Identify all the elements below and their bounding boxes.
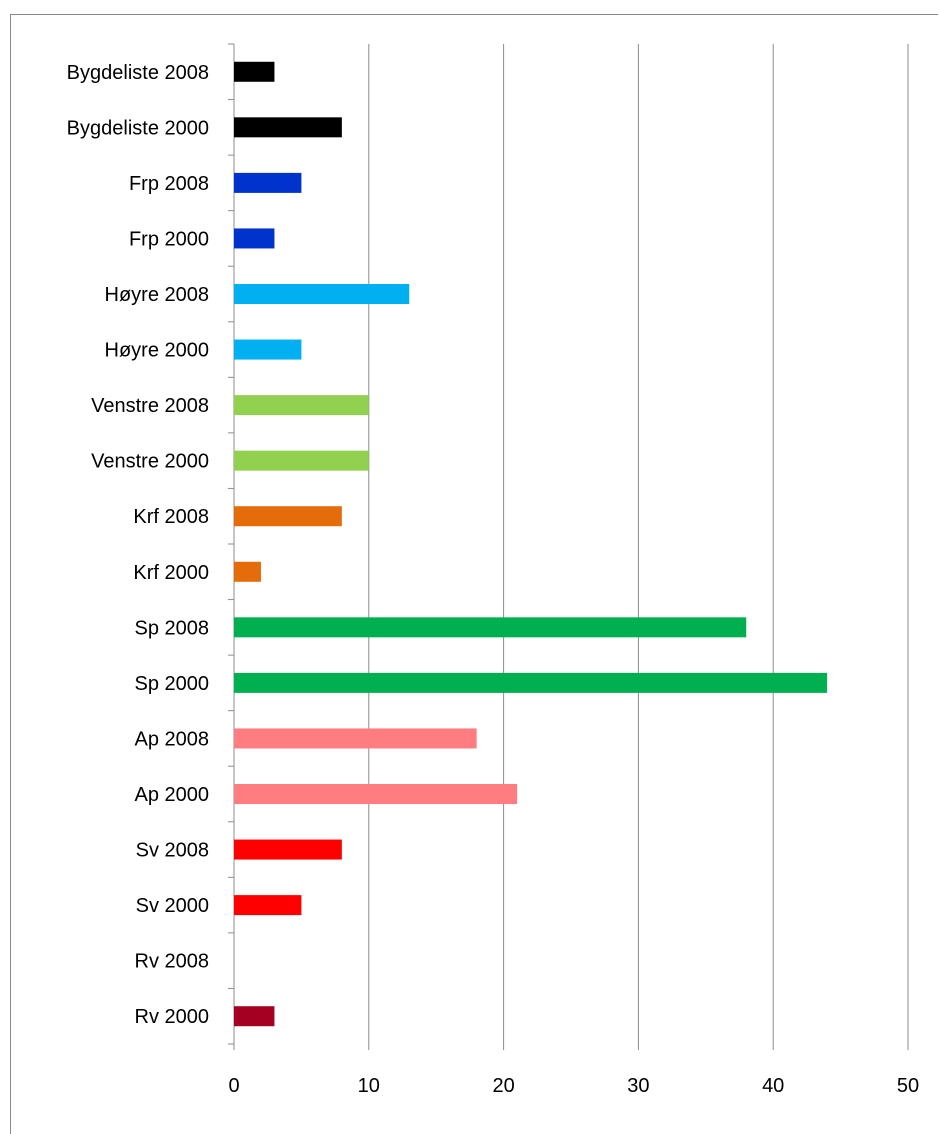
bar-13 <box>234 784 518 804</box>
x-tick-label-0: 0 <box>228 1075 239 1097</box>
category-label-2: Frp 2008 <box>129 173 209 195</box>
bar-11 <box>234 672 828 693</box>
y-axis <box>228 43 909 1050</box>
gridlines <box>368 44 909 1044</box>
category-label-15: Sv 2000 <box>136 895 209 917</box>
bar-1 <box>234 117 342 138</box>
bar-6 <box>234 395 369 416</box>
bar-5 <box>234 339 302 360</box>
category-label-16: Rv 2008 <box>135 951 210 973</box>
category-labels: Bygdeliste 2008 Bygdeliste 2000 Frp 2008 Fr… <box>67 62 209 1028</box>
category-label-0: Bygdeliste 2008 <box>67 62 209 84</box>
bar-12 <box>234 728 477 749</box>
bar-3 <box>234 228 275 249</box>
x-tick-labels: 0 10 20 30 40 50 <box>228 1075 919 1097</box>
category-label-8: Krf 2008 <box>133 506 209 528</box>
x-tick-label-10: 10 <box>358 1075 380 1097</box>
category-label-17: Rv 2000 <box>135 1006 210 1028</box>
bar-8 <box>234 506 342 527</box>
x-tick-label-20: 20 <box>492 1075 514 1097</box>
bar-15 <box>234 895 302 916</box>
bar-4 <box>234 284 410 304</box>
bar-0 <box>234 61 275 82</box>
bar-2 <box>234 172 302 193</box>
category-label-3: Frp 2000 <box>129 228 209 250</box>
bar-14 <box>234 839 342 860</box>
category-label-12: Ap 2008 <box>134 728 209 750</box>
bar-9 <box>234 561 261 582</box>
category-label-5: Høyre 2000 <box>105 340 210 362</box>
x-tick-label-30: 30 <box>627 1075 649 1097</box>
bars <box>234 61 828 1027</box>
category-label-4: Høyre 2008 <box>105 284 210 306</box>
x-tick-label-40: 40 <box>762 1075 784 1097</box>
category-label-10: Sp 2008 <box>134 617 209 639</box>
x-tick-label-50: 50 <box>897 1075 919 1097</box>
bar-7 <box>234 450 369 471</box>
category-label-6: Venstre 2008 <box>91 395 209 417</box>
bar-10 <box>234 617 747 638</box>
category-label-9: Krf 2000 <box>133 562 209 584</box>
category-label-1: Bygdeliste 2000 <box>67 117 209 139</box>
bar-17 <box>234 1006 275 1027</box>
category-label-13: Ap 2000 <box>134 784 209 806</box>
category-label-7: Venstre 2000 <box>91 451 209 473</box>
category-label-14: Sv 2008 <box>136 840 209 862</box>
category-label-11: Sp 2000 <box>134 673 209 695</box>
chart-frame <box>10 14 938 1134</box>
